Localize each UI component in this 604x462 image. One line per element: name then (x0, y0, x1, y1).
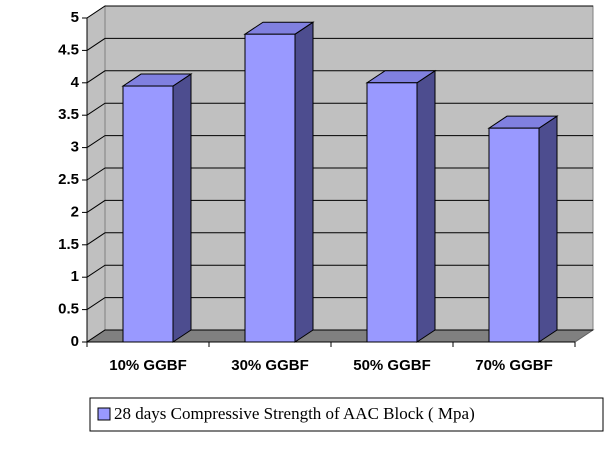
y-tick-label: 3 (71, 139, 79, 156)
grid-line (86, 5, 593, 19)
bar-side (538, 115, 558, 343)
bar (244, 33, 296, 343)
x-tick-label: 50% GGBF (353, 357, 431, 374)
bar (488, 127, 540, 343)
x-tick-label: 30% GGBF (231, 357, 309, 374)
bar (122, 85, 174, 343)
y-tick-label: 4.5 (58, 41, 79, 58)
bar-side (294, 21, 314, 343)
bar (366, 82, 418, 343)
y-tick-label: 2 (71, 203, 79, 220)
grid-line (86, 37, 593, 51)
bar-side (416, 69, 436, 343)
legend-swatch (97, 407, 111, 421)
bar-side (172, 73, 192, 343)
x-tick-label: 70% GGBF (475, 357, 553, 374)
plot: 0 0.5 1 1.5 2 2.5 3 3.5 4 4.5 5 10% GGBF 30% GGBF 50%… (58, 5, 595, 374)
y-tick-label: 0 (71, 333, 79, 350)
y-tick-label: 2.5 (58, 171, 79, 188)
y-tick-label: 0.5 (58, 301, 79, 318)
y-tick-label: 1 (71, 268, 79, 285)
y-tick-label: 5 (71, 9, 79, 26)
legend-label: 28 days Compressive Strength of AAC Bloc… (114, 404, 475, 423)
x-tick-label: 10% GGBF (109, 357, 187, 374)
y-tick-label: 1.5 (58, 236, 79, 253)
y-tick-label: 4 (71, 74, 80, 91)
legend-box (89, 397, 604, 432)
y-tick-label: 3.5 (58, 106, 79, 123)
